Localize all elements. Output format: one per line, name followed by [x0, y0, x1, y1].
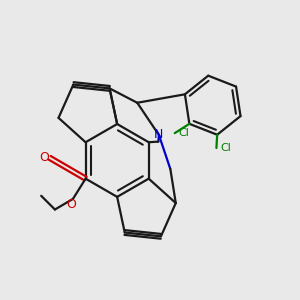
Text: Cl: Cl: [179, 128, 190, 138]
Text: N: N: [154, 128, 163, 141]
Text: Cl: Cl: [220, 143, 231, 153]
Text: O: O: [67, 198, 76, 212]
Text: O: O: [39, 151, 49, 164]
